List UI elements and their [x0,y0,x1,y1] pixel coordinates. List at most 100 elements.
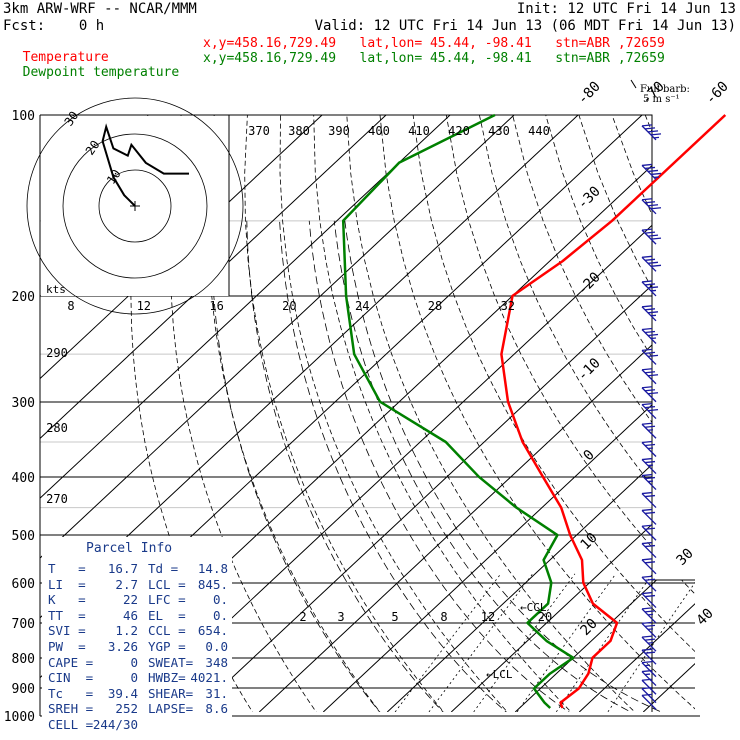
wind-barb-flag [641,669,653,673]
wind-barb-staff [641,679,657,695]
parcel-info-label: T = [48,561,86,576]
mixing-ratio-line [604,573,695,712]
moist-adiabat [333,220,640,712]
wind-barb-flag [641,491,653,495]
parcel-info-value: 654. [197,623,228,639]
wind-barb-staff [641,125,657,141]
parcel-info-value: 0 [130,670,138,686]
wind-barb-flag [641,163,653,167]
wind-barb-staff [641,306,657,322]
isotherm [194,115,695,712]
wind-barb-half-flag [647,480,654,483]
theta-label: 430 [488,124,510,138]
wind-barb-flag [647,234,659,237]
wind-barb-half-flag [653,176,660,179]
wind-barb-staff [641,229,657,245]
parcel-info-value: 0.0 [205,638,228,654]
wind-barb-flag [641,607,653,610]
wind-barb-half-flag [647,447,654,450]
mixing-ratio-line [425,573,534,712]
parcel-info-value: 1.2 [115,623,138,639]
parcel-info-row: SREH = 252 LAPSE= 8.6 [48,701,228,717]
theta-label: 390 [328,124,350,138]
wind-barb-flag [644,283,656,286]
parcel-info-value: 39.4 [107,685,138,701]
wind-barb-flag [647,204,659,207]
wind-barb-staff [641,423,657,439]
theta-label: 420 [448,124,470,138]
wind-barb-flag [647,169,659,173]
wind-barb-flag [644,330,656,334]
wind-barb-half-flag [647,628,654,631]
parcel-info-value: 22 [122,592,138,608]
wind-barb-flag [644,527,656,530]
parcel-info-row: Tc = 39.4 SHEAR= 31. [48,686,228,702]
wind-barb-half-flag [653,136,660,139]
parcel-info-value: 16.7 [107,561,138,576]
isotherm-tick-label: -80 [575,79,604,108]
wind-barb-staff [641,164,657,180]
wind-barb-flag [644,610,656,613]
wind-barb-flag [641,678,653,681]
dry-adiabat [346,115,640,712]
init-time: Init: 12 UTC Fri 14 Jun 13 [516,1,736,17]
wind-barb-half-flag [647,613,654,616]
mixing-ratio-line [470,573,576,712]
valid-time: Valid: 12 UTC Fri 14 Jun 13 (06 MDT Fri … [314,18,736,34]
hodograph-ring [62,133,208,279]
dry-adiabat [644,115,695,712]
hodograph-ring [26,97,244,315]
wind-barb-flag [644,578,656,581]
dry-adiabat [445,115,695,712]
wind-barb-flag [644,511,656,515]
wind-barb-flag [650,264,662,267]
wind-barb-flag [641,686,653,690]
parcel-info-value: 0 [130,654,138,670]
wind-barb-flag [641,575,653,578]
parcel-info-label: LI = [48,576,86,592]
parcel-info-label: CAPE = [48,654,94,670]
parcel-info-label: SVI = [48,623,86,639]
moist-adiabat [308,220,576,712]
wind-barb-flag [650,237,662,240]
wind-barb-flag [641,635,653,638]
wind-barb-staff [641,576,657,592]
wind-barb-half-flag [647,464,654,467]
wind-barb-flag [647,408,659,412]
wind-barb-half-flag [647,642,654,644]
parcel-info-label: SHEAR= [148,685,194,701]
wind-barb-flag [641,386,653,389]
wind-barb-staff [641,442,657,457]
wind-barb-flag [644,544,656,548]
mixing-ratio-low-label: 3 [337,610,344,624]
barb-legend: Full barb: 5 m s⁻¹ [640,85,690,105]
moist-adiabat [246,220,448,712]
wind-barb-flag [641,327,653,331]
lcl-marker: ←LCL [486,668,513,681]
pressure-tick-label: 400 [12,471,35,486]
moist-adiabat [211,220,384,712]
wind-barb-flag [644,638,656,641]
wind-barb-flag [644,127,656,130]
wind-barb-staff [641,636,657,652]
ccl-marker: ←CCL [520,601,547,614]
isotherm-tick-label: 30 [674,546,697,569]
isotherm-tick-label: -30 [575,183,604,212]
parcel-info-value: 31. [205,685,228,701]
mixing-ratio-label: 12 [137,299,151,313]
theta-e-label: 290 [46,346,68,360]
dry-adiabat [611,115,695,712]
wind-barb-staff [641,459,657,475]
mixing-ratio-low-label: 12 [481,610,495,624]
wind-barb-flag [641,305,653,308]
wind-barb-flag [641,280,653,283]
wind-barb-flag [641,228,653,231]
legend-dewpoint-location: x,y=458.16,729.49 lat,lon= 45.44, -98.41… [203,51,665,66]
hodograph-ring [98,169,172,243]
wind-barb-flag [641,541,653,545]
isotherm [450,115,695,712]
parcel-info-rows: T = 16.7 Td = 14.8 LI = 2.7 LCL = 845. K = 22 LFC … [48,561,228,733]
barb-legend-line1: Full barb: [640,84,690,95]
wind-barb-flag [644,258,656,261]
wind-barb-flag [641,473,653,477]
